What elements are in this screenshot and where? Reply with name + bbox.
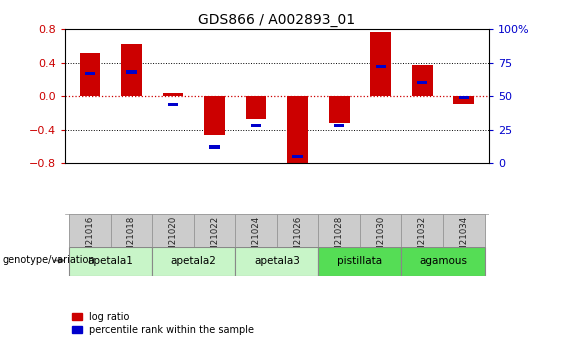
Bar xyxy=(126,70,137,74)
Bar xyxy=(443,214,485,247)
Text: genotype/variation: genotype/variation xyxy=(3,256,95,265)
Text: GSM21016: GSM21016 xyxy=(85,216,94,263)
Bar xyxy=(251,124,261,127)
Text: GSM21024: GSM21024 xyxy=(251,216,260,263)
Legend: log ratio, percentile rank within the sample: log ratio, percentile rank within the sa… xyxy=(70,310,256,337)
Text: GSM21030: GSM21030 xyxy=(376,216,385,263)
Bar xyxy=(402,214,443,247)
Text: agamous: agamous xyxy=(419,256,467,266)
Bar xyxy=(163,93,184,96)
Bar xyxy=(334,124,344,127)
Bar xyxy=(235,247,319,276)
Text: GSM21032: GSM21032 xyxy=(418,216,427,263)
Bar xyxy=(168,102,178,106)
Bar xyxy=(453,96,474,104)
Bar xyxy=(204,96,225,135)
Bar xyxy=(235,214,277,247)
Title: GDS866 / A002893_01: GDS866 / A002893_01 xyxy=(198,13,355,27)
Text: apetala2: apetala2 xyxy=(171,256,217,266)
Bar xyxy=(293,155,303,158)
Bar xyxy=(402,247,485,276)
Text: GSM21034: GSM21034 xyxy=(459,216,468,263)
Bar xyxy=(412,65,433,96)
Bar xyxy=(459,96,469,99)
Text: GSM21018: GSM21018 xyxy=(127,216,136,263)
Bar xyxy=(277,214,319,247)
Bar xyxy=(370,32,391,96)
Text: pistillata: pistillata xyxy=(337,256,383,266)
Bar xyxy=(360,214,402,247)
Bar xyxy=(111,214,152,247)
Text: apetala3: apetala3 xyxy=(254,256,300,266)
Bar xyxy=(319,247,402,276)
Bar xyxy=(152,214,194,247)
Text: GSM21028: GSM21028 xyxy=(334,216,344,263)
Bar xyxy=(329,96,350,123)
Bar xyxy=(287,96,308,167)
Bar xyxy=(210,145,220,149)
Bar xyxy=(194,214,235,247)
Bar xyxy=(69,214,111,247)
Bar xyxy=(376,65,386,68)
Bar xyxy=(121,43,142,96)
Bar xyxy=(246,96,267,119)
Text: apetala1: apetala1 xyxy=(88,256,133,266)
Bar xyxy=(319,214,360,247)
Bar xyxy=(85,72,95,75)
Bar xyxy=(80,53,101,96)
Bar xyxy=(417,81,428,85)
Text: GSM21020: GSM21020 xyxy=(168,216,177,263)
Text: GSM21026: GSM21026 xyxy=(293,216,302,263)
Text: GSM21022: GSM21022 xyxy=(210,216,219,263)
Bar xyxy=(152,247,235,276)
Bar xyxy=(69,247,152,276)
